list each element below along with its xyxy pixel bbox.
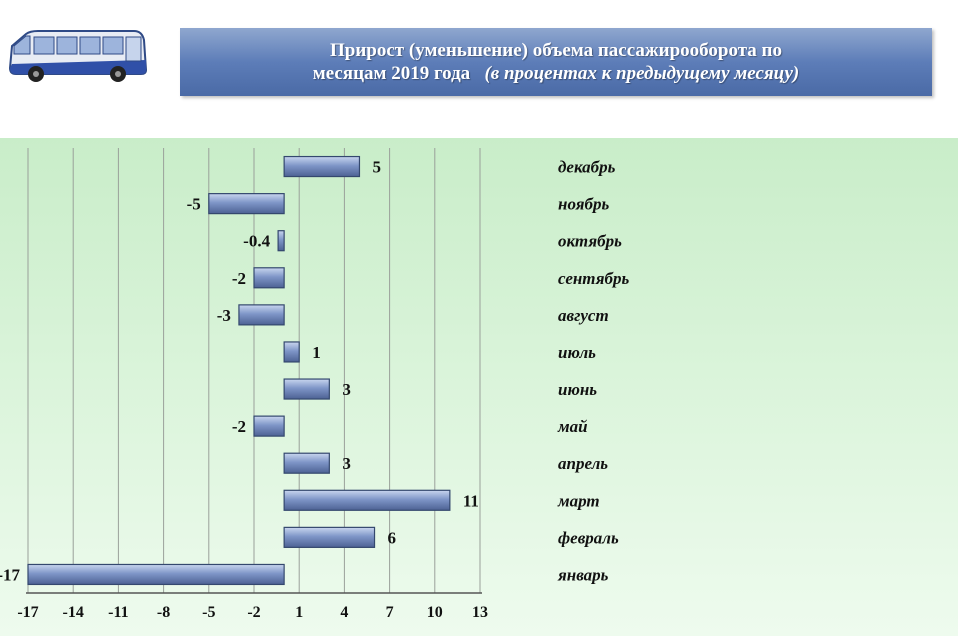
bar (253, 267, 285, 289)
bar (208, 193, 285, 215)
x-tick-label: -8 (157, 604, 170, 621)
category-label: февраль (558, 528, 619, 547)
x-tick-label: -2 (247, 604, 260, 621)
x-tick-label: -17 (17, 604, 38, 621)
data-label: -2 (232, 417, 246, 436)
x-tick-label: 7 (386, 604, 394, 621)
bar (238, 304, 285, 326)
bus-icon (6, 24, 156, 88)
category-label: март (557, 491, 600, 510)
chart-title-period: месяцам 2019 года (312, 63, 471, 84)
plot-panel: -17 -14 -11 -8 -5 -2 1 4 7 10 13 5 декабрь -5 ноябрь -0… (0, 138, 958, 636)
bar (27, 563, 285, 586)
data-label: -17 (0, 565, 20, 584)
x-tick-label: 1 (295, 604, 303, 621)
x-tick-label: -14 (63, 604, 84, 621)
bar (253, 415, 285, 437)
x-tick-label: -11 (108, 604, 128, 621)
data-label: -5 (187, 195, 201, 214)
data-label: 3 (342, 380, 351, 399)
chart-title-banner: Прирост (уменьшение) объема пассажирообо… (180, 28, 932, 96)
data-label: 11 (463, 491, 479, 510)
data-label: 1 (312, 343, 321, 362)
category-label: декабрь (558, 158, 616, 177)
bar (283, 489, 451, 511)
category-label: май (557, 417, 588, 436)
chart-title: Прирост (уменьшение) объема пассажирообо… (330, 40, 782, 61)
bar (283, 341, 300, 363)
category-label: сентябрь (558, 269, 629, 288)
category-label: январь (557, 565, 609, 584)
x-tick-label: 10 (427, 604, 443, 621)
data-label: -3 (217, 306, 231, 325)
x-tick-label: -5 (202, 604, 215, 621)
category-label: июль (558, 343, 596, 362)
bar (283, 378, 330, 400)
data-label: 5 (372, 158, 381, 177)
category-label: август (558, 306, 609, 325)
bar (283, 526, 376, 548)
data-label: 3 (342, 454, 351, 473)
x-tick-label: 13 (472, 604, 488, 621)
x-tick-label: 4 (340, 604, 348, 621)
data-label: 6 (388, 528, 397, 547)
chart-subtitle: (в процентах к предыдущему месяцу) (484, 63, 800, 84)
data-label: -0.4 (243, 232, 270, 251)
bar (277, 230, 285, 252)
data-label: -2 (232, 269, 246, 288)
category-label: ноябрь (558, 195, 609, 214)
category-label: апрель (558, 454, 608, 473)
bar (283, 155, 361, 178)
bar (283, 452, 330, 474)
bar-chart: -17 -14 -11 -8 -5 -2 1 4 7 10 135 декабрь-5 ноябрь-0… (0, 148, 629, 621)
category-label: июнь (558, 380, 597, 399)
chart-title-line2: месяцам 2019 года (в процентах к предыду… (180, 62, 932, 85)
category-label: октябрь (558, 232, 622, 251)
